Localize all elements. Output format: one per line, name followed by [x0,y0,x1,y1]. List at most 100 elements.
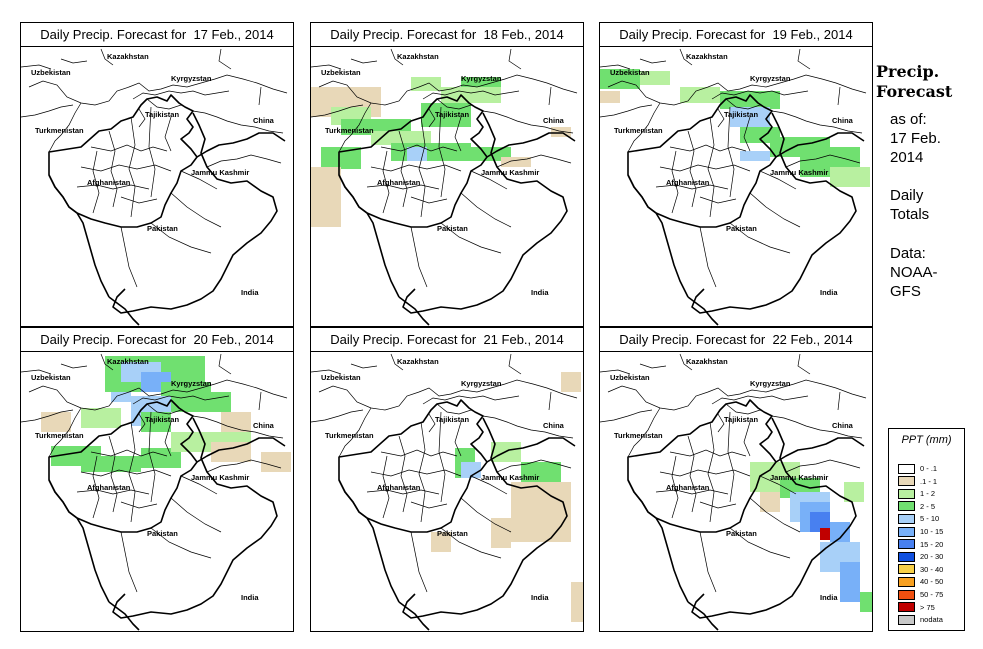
legend-item: 40 - 50 [898,576,943,587]
border-line [108,601,140,631]
precip-cell [221,412,251,432]
legend-swatch [898,564,915,575]
precip-cell [840,562,860,602]
border-line [21,353,262,411]
precip-cell [551,127,571,137]
border-line [76,106,172,218]
forecast-panel: Daily Precip. Forecast for 18 Feb., 2014… [310,22,584,327]
country-label-kazakhstan: Kazakhstan [686,357,728,366]
country-label-china: China [832,116,854,125]
precip-cell [561,372,581,392]
border-line [76,411,172,523]
side-title: Precip. Forecast [876,62,953,101]
panel-title: Daily Precip. Forecast for 19 Feb., 2014 [600,23,872,47]
country-label-kyrgyzstan: Kyrgyzstan [750,379,791,388]
forecast-panel: Daily Precip. Forecast for 19 Feb., 2014… [599,22,873,327]
country-label-jammu-kashmir: Jammu Kashmir [481,473,539,482]
country-label-india: India [820,593,838,602]
forecast-map: Uzbekistan Kazakhstan Kyrgyzstan Tajikistan… [21,353,291,631]
precip-cell [211,442,251,462]
precip-cell [81,408,121,428]
border-line [206,154,282,168]
legend-label: 15 - 20 [920,539,944,549]
border-line [112,417,278,619]
country-label-afghanistan: Afghanistan [87,178,131,187]
border-line [311,48,552,106]
forecast-map: Uzbekistan Kazakhstan Kyrgyzstan Tajikistan… [21,48,288,326]
border-line [627,174,689,298]
legend-label: .1 - 1 [920,476,938,486]
precip-cell [141,412,171,432]
legend-swatch [898,614,915,625]
country-label-afghanistan: Afghanistan [87,483,131,492]
border-line [785,459,861,473]
border-line [338,94,488,228]
border-line [318,379,578,411]
country-label-tajikistan: Tajikistan [435,415,469,424]
border-line [785,154,861,168]
legend-label: 5 - 10 [920,514,940,524]
country-label-jammu-kashmir: Jammu Kashmir [481,168,539,177]
country-label-jammu-kashmir: Jammu Kashmir [770,168,828,177]
border-line [486,437,576,463]
legend-item: 20 - 30 [898,551,943,562]
country-label-kyrgyzstan: Kyrgyzstan [461,379,502,388]
country-label-tajikistan: Tajikistan [724,415,758,424]
border-line [627,479,689,603]
legend-label: nodata [920,615,943,625]
border-line [691,112,857,314]
country-label-tajikistan: Tajikistan [145,415,179,424]
border-line [482,415,574,439]
country-label-afghanistan: Afghanistan [666,483,710,492]
legend-item: 0 - .1 [898,463,937,474]
country-label-kyrgyzstan: Kyrgyzstan [171,74,212,83]
precip-cell [461,462,481,478]
country-label-china: China [543,421,565,430]
precip-cell [740,151,770,161]
legend-item: nodata [898,614,943,625]
legend-swatch [898,589,915,600]
legend-swatch [898,513,915,524]
country-label-india: India [820,288,838,297]
legend-label: 1 - 2 [920,489,936,499]
border-line [206,459,282,473]
border-line [775,437,865,463]
legend-swatch [898,576,915,587]
country-label-pakistan: Pakistan [726,529,757,538]
country-label-jammu-kashmir: Jammu Kashmir [191,473,249,482]
precip-cell [41,412,71,432]
forecast-map: Uzbekistan Kazakhstan Kyrgyzstan Tajikistan… [311,353,583,631]
legend-item: 10 - 15 [898,526,943,537]
country-label-afghanistan: Afghanistan [377,178,421,187]
border-line [366,411,462,523]
country-label-tajikistan: Tajikistan [435,110,469,119]
country-label-uzbekistan: Uzbekistan [321,373,361,382]
country-label-kazakhstan: Kazakhstan [107,357,149,366]
precip-cell [760,492,780,512]
panel-title: Daily Precip. Forecast for 22 Feb., 2014 [600,328,872,352]
border-line [398,601,430,631]
border-line [48,399,198,533]
legend-label: 2 - 5 [920,501,936,511]
forecast-map: Uzbekistan Kazakhstan Kyrgyzstan Tajikistan… [600,48,870,326]
country-label-pakistan: Pakistan [726,224,757,233]
legend-item: > 75 [898,602,935,613]
border-line [28,74,288,106]
country-label-kazakhstan: Kazakhstan [107,52,149,61]
border-line [486,132,576,158]
precip-cell [81,456,141,472]
country-label-kazakhstan: Kazakhstan [686,52,728,61]
legend-swatch [898,526,915,537]
country-label-india: India [241,593,259,602]
border-line [711,395,809,433]
legend-swatch [898,476,915,487]
country-label-uzbekistan: Uzbekistan [31,68,71,77]
border-line [48,94,198,228]
precip-cell [810,512,830,532]
border-line [699,475,801,593]
border-line [687,601,719,631]
precip-cell [844,482,864,502]
border-line [627,94,777,228]
precip-cell [491,518,511,548]
precip-cell [571,582,583,622]
